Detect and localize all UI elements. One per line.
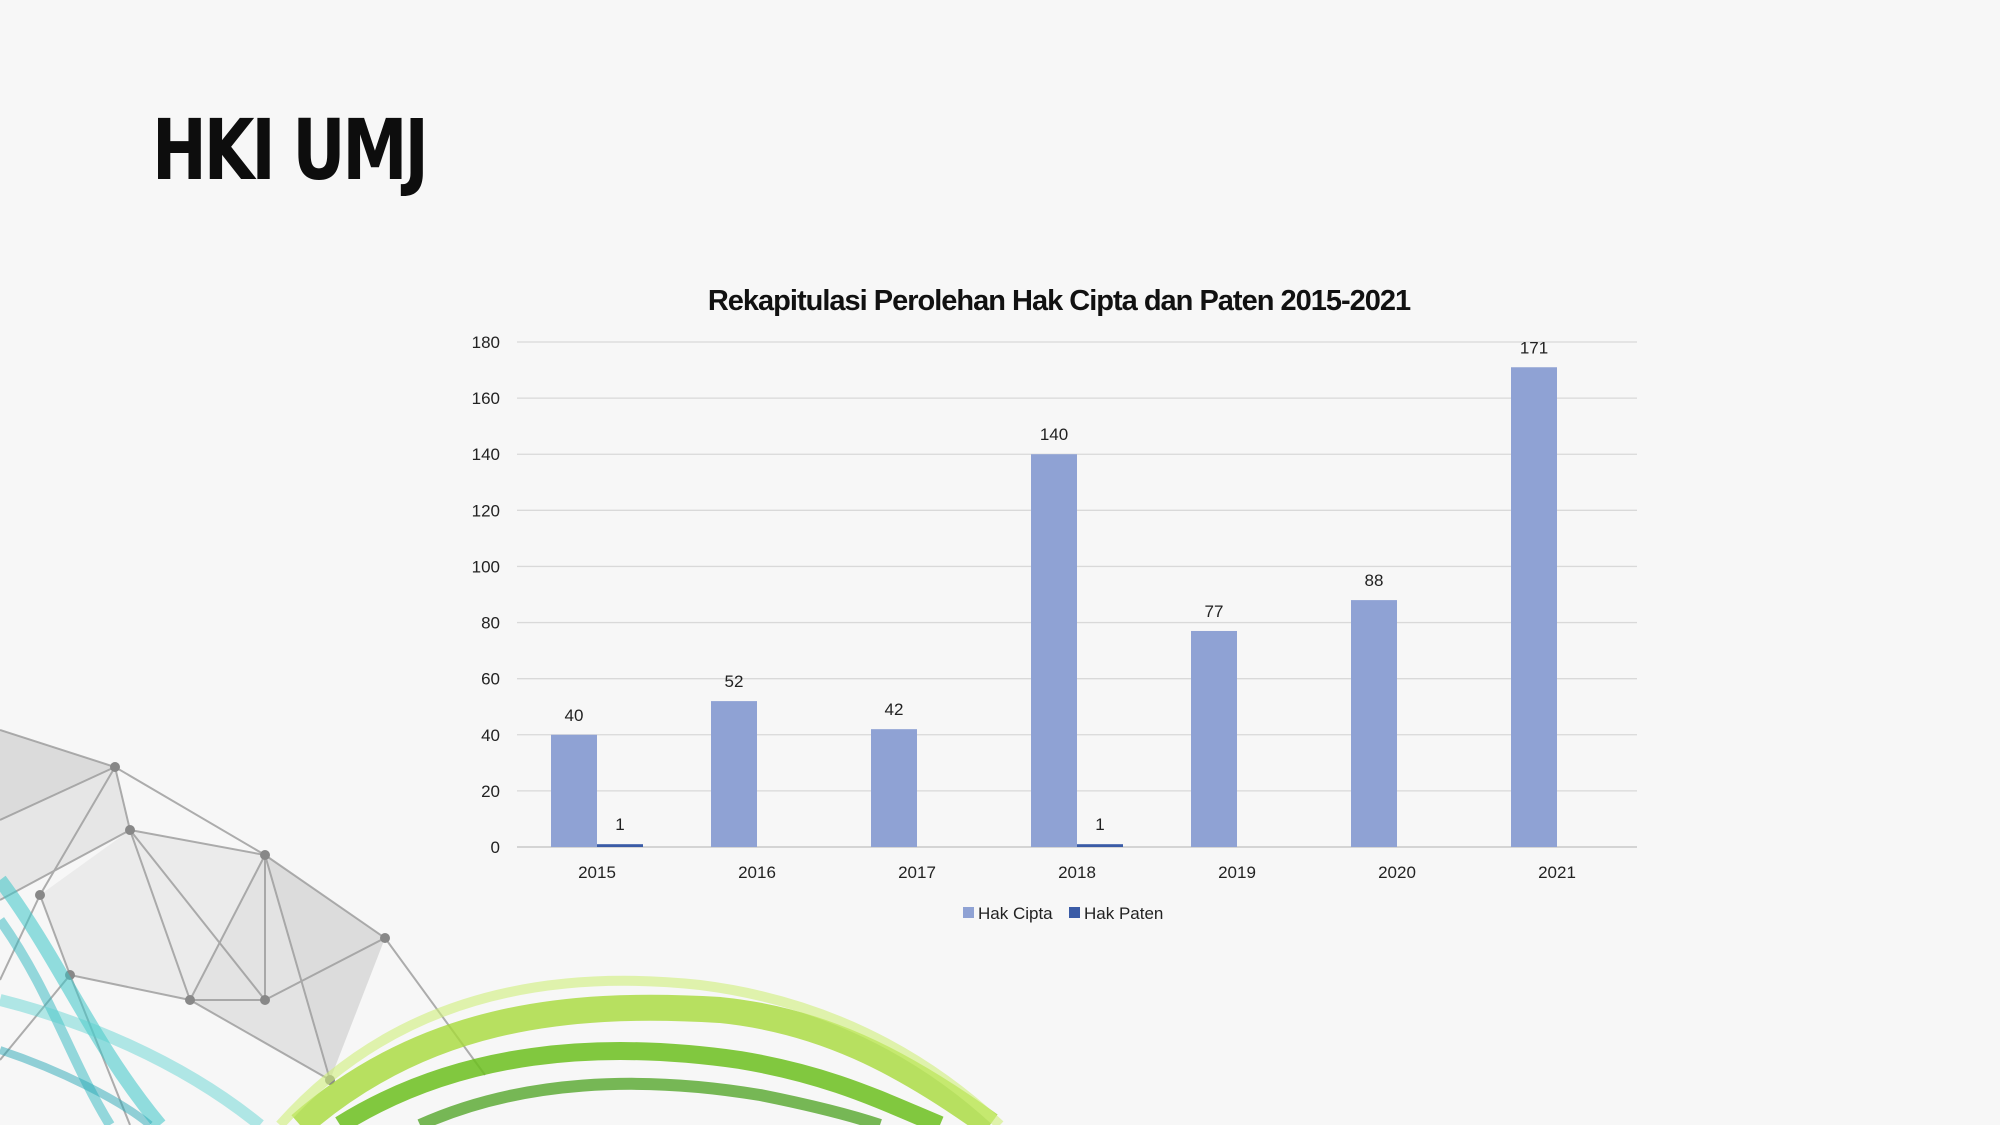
bars xyxy=(551,367,1557,847)
y-tick-label: 100 xyxy=(472,557,500,576)
y-tick-label: 40 xyxy=(481,726,500,745)
data-labels: 40 1 52 42 140 1 77 88 171 xyxy=(565,338,1549,834)
bar-hak-cipta-2021 xyxy=(1511,367,1557,847)
data-label: 1 xyxy=(615,815,624,834)
bar-hak-cipta-2020 xyxy=(1351,600,1397,847)
bar-hak-cipta-2019 xyxy=(1191,630,1237,847)
legend-swatch xyxy=(1069,907,1080,918)
y-tick-label: 60 xyxy=(481,670,500,689)
bar-hak-cipta-2016 xyxy=(711,701,757,847)
data-label: 52 xyxy=(725,672,744,691)
data-label: 140 xyxy=(1040,425,1068,444)
x-tick-label: 2019 xyxy=(1218,863,1256,882)
x-tick-label: 2017 xyxy=(898,863,936,882)
y-tick-label: 120 xyxy=(472,501,500,520)
y-tick-label: 140 xyxy=(472,445,500,464)
bar-hak-cipta-2015 xyxy=(551,734,597,847)
bar-hak-paten-2018 xyxy=(1077,844,1123,847)
bar-hak-cipta-2017 xyxy=(871,729,917,847)
data-label: 1 xyxy=(1095,815,1104,834)
data-label: 77 xyxy=(1205,602,1224,621)
polygon-network-graphic xyxy=(0,729,486,1125)
data-label: 88 xyxy=(1365,571,1384,590)
x-tick-label: 2021 xyxy=(1538,863,1576,882)
chart-title: Rekapitulasi Perolehan Hak Cipta dan Pat… xyxy=(708,285,1411,317)
legend-swatch xyxy=(963,907,974,918)
teal-wave-graphic xyxy=(0,875,264,1125)
legend-label: Hak Cipta xyxy=(978,904,1053,923)
y-axis-ticks: 0 20 40 60 80 100 120 140 160 180 xyxy=(472,333,500,857)
y-tick-label: 80 xyxy=(481,614,500,633)
data-label: 171 xyxy=(1520,338,1548,357)
y-tick-label: 160 xyxy=(472,389,500,408)
y-tick-label: 180 xyxy=(472,333,500,352)
bar-hak-cipta-2018 xyxy=(1031,454,1077,847)
slide-title: HKI UMJ xyxy=(152,101,429,199)
data-label: 40 xyxy=(565,706,584,725)
legend-label: Hak Paten xyxy=(1084,904,1163,923)
legend: Hak Cipta Hak Paten xyxy=(963,904,1163,923)
bar-hak-paten-2015 xyxy=(597,844,643,847)
x-tick-label: 2016 xyxy=(738,863,776,882)
data-label: 42 xyxy=(885,700,904,719)
x-axis-ticks: 2015 2016 2017 2018 2019 2020 2021 xyxy=(578,863,1576,882)
y-tick-label: 20 xyxy=(481,782,500,801)
x-tick-label: 2018 xyxy=(1058,863,1096,882)
green-wave-graphic xyxy=(276,975,1004,1125)
x-tick-label: 2015 xyxy=(578,863,616,882)
x-tick-label: 2020 xyxy=(1378,863,1416,882)
y-tick-label: 0 xyxy=(491,838,500,857)
